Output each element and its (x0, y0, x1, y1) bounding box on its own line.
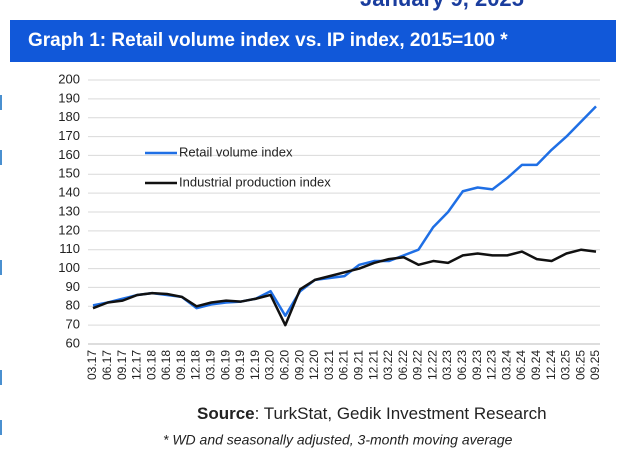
y-tick-label: 200 (58, 71, 80, 86)
y-tick-label: 190 (58, 90, 80, 105)
chart-title: Graph 1: Retail volume index vs. IP inde… (28, 30, 508, 51)
legend-label: Retail volume index (179, 144, 293, 159)
x-tick-label: 12.23 (485, 350, 499, 380)
header-date: January 9, 2025 (360, 0, 524, 11)
y-tick-label: 60 (66, 335, 80, 350)
x-tick-label: 06.20 (277, 350, 291, 380)
x-tick-label: 09.17 (115, 350, 129, 380)
x-tick-label: 03.24 (499, 350, 513, 380)
x-tick-label: 09.24 (529, 350, 543, 380)
source: Source: TurkStat, Gedik Investment Resea… (197, 404, 547, 423)
source-label: Source (197, 404, 255, 423)
x-tick-label: 03.25 (559, 350, 573, 380)
y-tick-label: 80 (66, 298, 80, 313)
y-tick-label: 70 (66, 317, 80, 332)
x-tick-label: 03.20 (263, 350, 277, 380)
y-tick-label: 90 (66, 279, 80, 294)
x-tick-label: 12.20 (307, 350, 321, 380)
y-tick-label: 180 (58, 109, 80, 124)
x-tick-label: 12.19 (248, 350, 262, 380)
legend-label: Industrial production index (179, 174, 331, 189)
series-line (92, 248, 597, 327)
x-tick-label: 06.24 (514, 350, 528, 380)
x-tick-label: 06.19 (218, 350, 232, 380)
x-tick-label: 06.23 (455, 350, 469, 380)
x-tick-label: 03.23 (440, 350, 454, 380)
x-tick-label: 09.18 (174, 350, 188, 380)
x-tick-label: 06.18 (159, 350, 173, 380)
x-tick-label: 06.25 (573, 350, 587, 380)
y-tick-label: 120 (58, 222, 80, 237)
x-tick-label: 06.22 (396, 350, 410, 380)
x-tick-label: 12.22 (425, 350, 439, 380)
y-tick-label: 170 (58, 128, 80, 143)
x-tick-label: 03.21 (322, 350, 336, 380)
x-tick-label: 12.24 (544, 350, 558, 380)
x-tick-label: 09.21 (351, 350, 365, 380)
source-text: : TurkStat, Gedik Investment Research (255, 404, 547, 423)
y-tick-label: 160 (58, 147, 80, 162)
y-tick-label: 140 (58, 185, 80, 200)
x-tick-label: 03.18 (144, 350, 158, 380)
x-tick-label: 03.22 (381, 350, 395, 380)
y-tick-label: 100 (58, 260, 80, 275)
x-tick-label: 12.21 (366, 350, 380, 380)
footnote: * WD and seasonally adjusted, 3-month mo… (163, 432, 513, 448)
x-tick-label: 09.25 (588, 350, 602, 380)
y-tick-label: 130 (58, 203, 80, 218)
x-tick-label: 09.20 (292, 350, 306, 380)
x-tick-label: 06.21 (337, 350, 351, 380)
y-tick-label: 110 (59, 241, 80, 256)
x-tick-label: 09.19 (233, 350, 247, 380)
x-tick-label: 12.17 (130, 350, 144, 380)
x-tick-label: 09.23 (470, 350, 484, 380)
x-tick-label: 09.22 (411, 350, 425, 380)
x-tick-label: 03.19 (204, 350, 218, 380)
x-tick-label: 12.18 (189, 350, 203, 380)
y-tick-label: 150 (58, 166, 80, 181)
x-tick-label: 03.17 (85, 350, 99, 380)
title-bar (10, 20, 616, 62)
x-tick-label: 06.17 (100, 350, 114, 380)
series-line (92, 105, 597, 317)
